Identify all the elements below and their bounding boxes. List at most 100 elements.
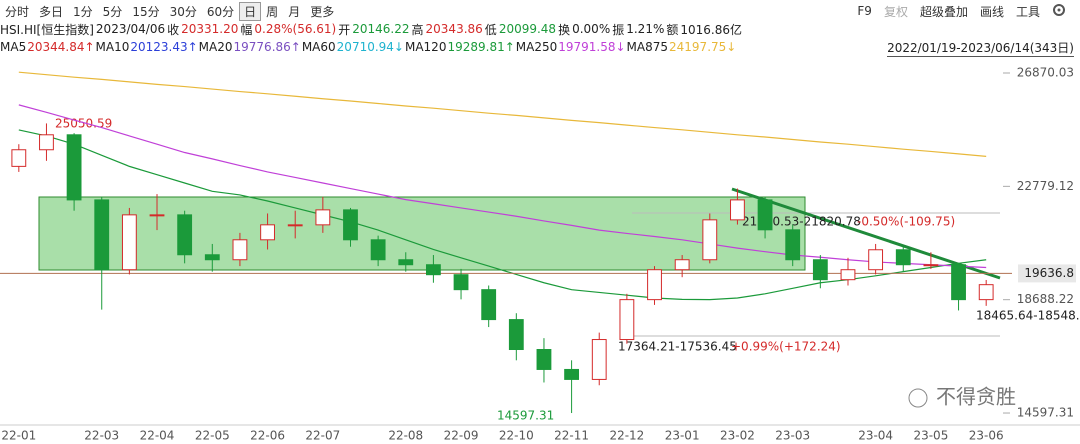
toolbar-button[interactable]: 分时: [5, 4, 30, 19]
toolbar-button[interactable]: 画线: [979, 4, 1004, 19]
ma-value: 19289.81↑: [447, 40, 515, 54]
ma-value: 19791.58↓: [558, 40, 626, 54]
ma-value: 20344.84↑: [27, 40, 95, 54]
x-tick-label: 22-11: [554, 429, 589, 443]
x-tick-label: 22-06: [250, 429, 285, 443]
annotation: -0.50%(-109.75): [857, 215, 955, 229]
settings-icon[interactable]: [1046, 3, 1072, 20]
ma-value: 20123.43↑: [130, 40, 198, 54]
toolbar-button[interactable]: 多日: [39, 4, 64, 19]
ma-line: [18, 104, 987, 269]
x-tick-label: 23-01: [665, 429, 700, 443]
ma-line: [18, 129, 987, 301]
candle-body: [11, 149, 27, 167]
x-tick-label: 22-10: [499, 429, 534, 443]
y-tick-label: 26870.03: [1017, 66, 1074, 80]
ma-name: MA875: [626, 40, 669, 54]
toolbar-button[interactable]: 5分: [102, 4, 123, 19]
candle-body: [260, 224, 275, 241]
x-tick-label: 22-01: [1, 429, 36, 443]
candle-body: [343, 209, 358, 241]
annotation: +0.99%(+172.24): [731, 340, 841, 354]
x-tick-label: 23-03: [775, 429, 810, 443]
field-label: 收: [167, 22, 180, 37]
field-value: 1016.86亿: [680, 22, 742, 37]
ma-value: 19776.86↑: [233, 40, 301, 54]
ma-line: [18, 71, 987, 157]
toolbar-button[interactable]: F9: [857, 4, 872, 18]
last-price-label: 19636.8: [1024, 266, 1074, 280]
candle-body: [591, 339, 607, 380]
toolbar-button[interactable]: 更多: [310, 4, 335, 19]
candle-body: [757, 199, 773, 231]
field-value: 1.21%: [626, 22, 665, 36]
toolbar-button[interactable]: 周: [266, 4, 279, 19]
candle-body: [951, 264, 966, 301]
ma-name: MA120: [404, 40, 447, 54]
toolbar-button[interactable]: 超级叠加: [919, 4, 968, 19]
candle-body: [508, 319, 524, 351]
toolbar-button[interactable]: 月: [288, 4, 301, 19]
toolbar-button[interactable]: 工具: [1015, 4, 1040, 19]
field-value: 0.28%(56.61): [254, 22, 337, 36]
candle-body: [812, 259, 828, 281]
candle-body: [923, 264, 939, 267]
field-label: 幅: [240, 22, 253, 37]
ma-legend: MA5 20344.84↑ MA10 20123.43↑ MA20 19776.86↑ MA…: [0, 38, 1080, 56]
date-range[interactable]: 2022/01/19-2023/06/14(343日): [887, 38, 1074, 57]
info-row: HSI.HI[恒生指数] 2023/04/06 收 20331.20 幅 0.28%(…: [0, 20, 744, 38]
candle-body: [868, 249, 884, 271]
candle-body: [398, 259, 414, 266]
x-tick-label: 23-04: [858, 429, 893, 443]
candle-body: [66, 134, 82, 201]
candle-body: [674, 259, 690, 271]
field-label: 换: [558, 22, 571, 37]
toolbar-right: F9 复权 超级叠加 画线 工具: [851, 0, 1072, 22]
field-value: 20146.22: [352, 22, 410, 36]
candle-body: [647, 269, 662, 301]
trend-line: [731, 187, 1001, 280]
ma-name: MA250: [515, 40, 558, 54]
candle-body: [619, 299, 635, 341]
toolbar-button[interactable]: 60分: [206, 4, 235, 19]
x-tick-label: 22-09: [444, 429, 479, 443]
candle-body: [536, 349, 552, 370]
candle-body: [840, 269, 856, 281]
toolbar-button[interactable]: 1分: [73, 4, 93, 19]
toolbar-button[interactable]: 30分: [169, 4, 197, 19]
toolbar: 分时 多日 1分 5分 15分 30分 60分日周月更多: [0, 0, 1080, 22]
candle-body: [730, 199, 745, 221]
candle-body: [785, 229, 801, 261]
field-value: 20099.48: [498, 22, 557, 36]
watermark-icon: [908, 388, 928, 408]
highlight-box: [38, 196, 806, 271]
field-label: 开: [338, 22, 351, 37]
ma-name: MA5: [0, 40, 27, 54]
annotation: 17364.21-17536.45: [618, 340, 737, 354]
ma-value: 20710.94↓: [336, 40, 404, 54]
ma-name: MA60: [301, 40, 336, 54]
watermark: 不得贪胜: [936, 385, 1016, 409]
candle-body: [232, 239, 248, 261]
ma-value: 24197.75↓: [669, 40, 737, 54]
candle-body: [564, 368, 580, 380]
x-tick-label: 23-06: [969, 429, 1004, 443]
x-tick-label: 23-02: [720, 429, 755, 443]
field-value: 20331.20: [181, 22, 239, 36]
candle-body: [481, 289, 497, 321]
date: 2023/04/06: [95, 22, 166, 36]
field-label: 振: [612, 22, 625, 37]
toolbar-button[interactable]: 15分: [132, 4, 160, 19]
x-tick-label: 22-12: [609, 429, 644, 443]
toolbar-button[interactable]: 日: [239, 1, 262, 21]
candle-body: [453, 274, 469, 291]
candle-body: [39, 134, 54, 151]
toolbar-button[interactable]: 复权: [883, 4, 908, 19]
field-label: 高: [411, 22, 424, 37]
candle-body: [204, 254, 220, 261]
candle-body: [287, 224, 303, 227]
candle-body: [315, 209, 331, 226]
candle-body: [895, 249, 911, 266]
y-tick-label: 18688.22: [1017, 292, 1074, 306]
